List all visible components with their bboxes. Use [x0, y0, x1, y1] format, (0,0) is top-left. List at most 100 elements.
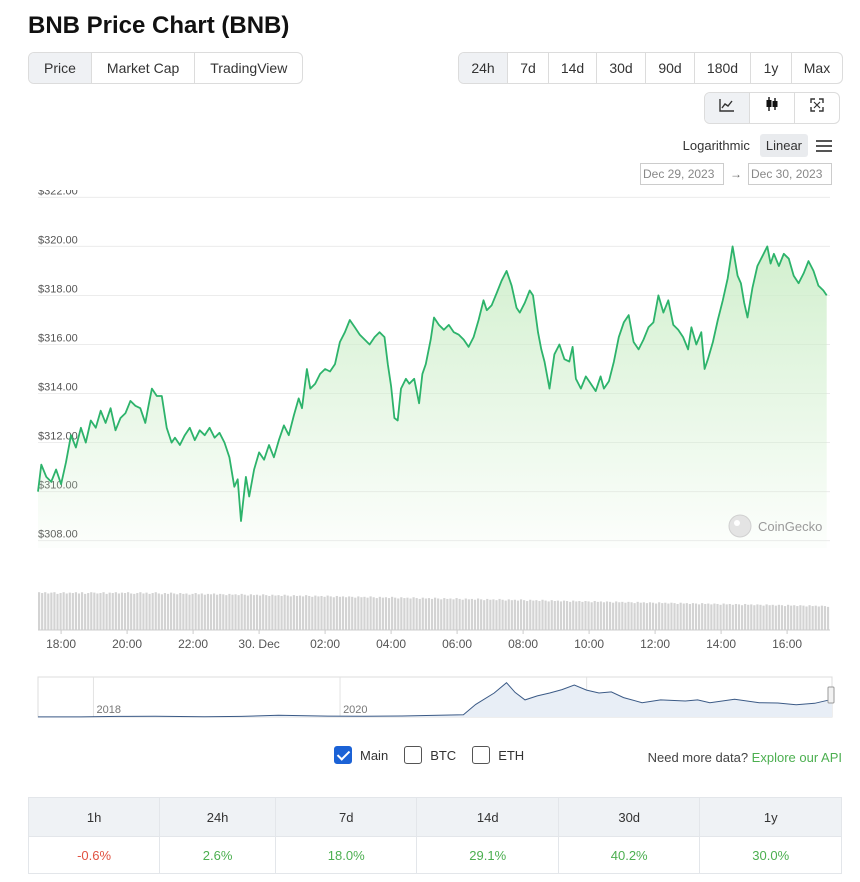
- volume-bar: [593, 601, 596, 630]
- volume-bar: [403, 598, 406, 630]
- volume-bar: [225, 595, 228, 630]
- toggle-main[interactable]: Main: [334, 746, 388, 764]
- volume-bar: [787, 604, 790, 630]
- volume-bar: [566, 601, 569, 630]
- volume-bar: [516, 600, 520, 630]
- volume-bar: [427, 598, 431, 630]
- tab-tradingview[interactable]: TradingView: [210, 60, 288, 76]
- navigator-handle: [827, 686, 835, 704]
- volume-bar: [492, 599, 495, 630]
- x-tick-label: 30. Dec: [238, 637, 279, 651]
- volume-bar: [630, 602, 633, 630]
- volume-bar: [157, 593, 160, 630]
- volume-bar: [670, 602, 673, 630]
- volume-bar: [142, 593, 145, 630]
- volume-bar: [133, 593, 136, 630]
- candlestick-icon[interactable]: [750, 93, 795, 123]
- volume-bar: [391, 596, 394, 630]
- range-90d[interactable]: 90d: [646, 53, 695, 83]
- volume-bar: [335, 595, 338, 630]
- volume-bar: [826, 606, 830, 630]
- volume-bar: [722, 603, 725, 630]
- explore-api-link[interactable]: Explore our API: [751, 750, 842, 765]
- x-tick-label: 08:00: [508, 637, 538, 651]
- volume-bar: [354, 597, 357, 630]
- volume-bar: [820, 605, 823, 630]
- volume-bar: [302, 596, 305, 630]
- tab-price[interactable]: Price: [29, 53, 92, 83]
- y-tick-label: $322.00: [38, 190, 78, 197]
- volume-bar: [151, 593, 154, 630]
- toggle-btc[interactable]: BTC: [404, 746, 456, 764]
- volume-bar: [369, 596, 372, 630]
- volume-bar: [111, 593, 114, 630]
- table-header-row: 1h 24h 7d 14d 30d 1y: [27, 797, 842, 837]
- volume-bar: [572, 600, 575, 630]
- volume-bar: [381, 597, 384, 630]
- volume-bar: [424, 598, 427, 630]
- volume-bar: [688, 603, 691, 630]
- volume-bar: [658, 602, 661, 630]
- fullscreen-icon[interactable]: [795, 93, 839, 123]
- volume-bar: [575, 601, 578, 630]
- volume-bar: [489, 599, 492, 630]
- scale-logarithmic[interactable]: Logarithmic: [682, 138, 750, 153]
- volume-bar: [430, 598, 434, 630]
- volume-bar: [476, 598, 480, 630]
- volume-bar: [84, 593, 87, 630]
- y-tick-label: $312.00: [38, 431, 78, 443]
- coingecko-watermark: CoinGecko: [728, 514, 822, 538]
- x-tick-label: 06:00: [442, 637, 472, 651]
- volume-bar: [182, 593, 185, 630]
- tab-market-cap[interactable]: Market Cap: [92, 53, 196, 83]
- range-max[interactable]: Max: [803, 60, 831, 76]
- range-30d[interactable]: 30d: [597, 53, 646, 83]
- range-24h[interactable]: 24h: [459, 53, 508, 83]
- volume-bar: [237, 595, 240, 630]
- volume-bar: [114, 592, 117, 630]
- volume-bar: [163, 593, 167, 630]
- x-tick-label: 04:00: [376, 637, 406, 651]
- volume-bar: [440, 599, 443, 630]
- volume-bar: [437, 598, 440, 630]
- date-to-input[interactable]: [748, 163, 832, 185]
- price-chart[interactable]: $308.00$310.00$312.00$314.00$316.00$318.…: [0, 190, 860, 730]
- volume-bar: [90, 592, 93, 630]
- scale-linear[interactable]: Linear: [759, 134, 808, 157]
- checkbox-icon[interactable]: [472, 746, 491, 764]
- x-tick-label: 12:00: [640, 637, 670, 651]
- volume-bar: [639, 602, 642, 630]
- line-chart-icon[interactable]: [705, 93, 750, 123]
- volume-bar: [65, 593, 68, 630]
- volume-bar: [280, 595, 283, 630]
- menu-icon[interactable]: [816, 137, 832, 155]
- checkbox-checked-icon[interactable]: [334, 746, 352, 764]
- volume-bar: [682, 603, 685, 630]
- volume-bar: [74, 592, 78, 630]
- change-1h: -0.6%: [27, 836, 161, 874]
- checkbox-icon[interactable]: [404, 746, 423, 764]
- range-7d[interactable]: 7d: [508, 53, 549, 83]
- volume-bar: [811, 606, 814, 630]
- toggle-eth[interactable]: ETH: [472, 746, 524, 764]
- table-row: -0.6% 2.6% 18.0% 29.1% 40.2% 30.0%: [27, 836, 842, 874]
- range-1y[interactable]: 1y: [751, 53, 792, 83]
- volume-bar: [581, 601, 584, 630]
- volume-bar: [212, 593, 216, 630]
- page-title: BNB Price Chart (BNB): [28, 12, 290, 39]
- volume-bar: [56, 593, 59, 630]
- volume-bar: [731, 604, 734, 630]
- volume-bar: [62, 592, 65, 630]
- volume-bar: [127, 592, 130, 630]
- view-tabs: Price Market Cap TradingView: [28, 52, 304, 84]
- range-180d[interactable]: 180d: [695, 53, 751, 83]
- volume-bar: [400, 597, 403, 630]
- more-data: Need more data? Explore our API: [648, 750, 842, 765]
- volume-bar: [117, 593, 120, 630]
- range-14d[interactable]: 14d: [549, 53, 597, 83]
- volume-bar: [59, 593, 62, 630]
- date-range: →: [640, 163, 832, 185]
- date-from-input[interactable]: [640, 163, 724, 185]
- volume-bar: [206, 593, 210, 630]
- volume-bar: [265, 595, 268, 630]
